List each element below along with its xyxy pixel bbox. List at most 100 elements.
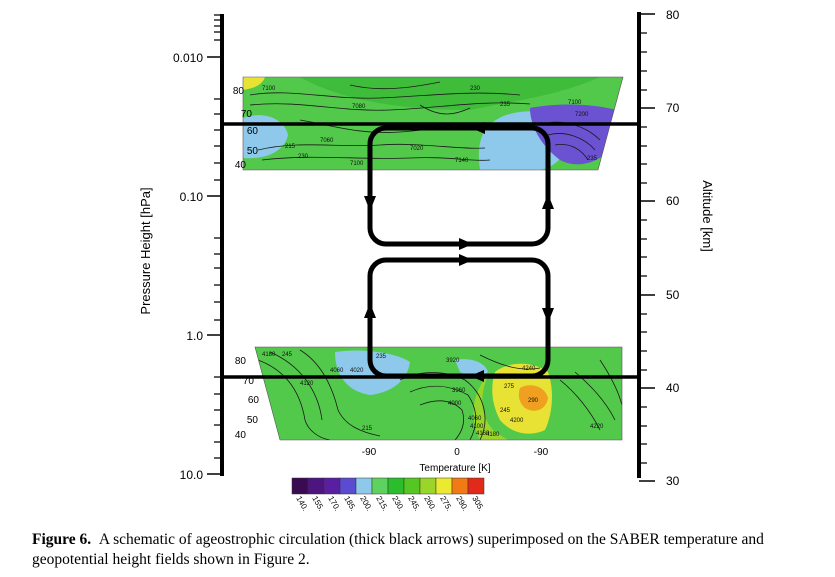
svg-text:4020: 4020 (350, 368, 364, 374)
svg-text:4180: 4180 (262, 352, 276, 358)
upper-panel-border (242, 76, 624, 171)
right-tick-60: 60 (666, 194, 680, 208)
svg-text:7140: 7140 (455, 158, 469, 164)
upper-lat-50: 50 (247, 146, 259, 157)
circulation-arrowheads (364, 122, 554, 382)
lower-contours (257, 349, 622, 440)
colorbar-swatch (291, 477, 309, 495)
colorbar-tick-label: 215. (374, 495, 390, 513)
left-tick-0.10: 0.10 (180, 190, 204, 204)
lower-lon-center: 0 (454, 447, 460, 458)
colorbar-tick-label: 245. (406, 495, 422, 513)
arrowhead-lower-right-down (542, 308, 554, 323)
svg-text:230: 230 (298, 154, 309, 160)
svg-text:7080: 7080 (352, 104, 366, 110)
colorbar-swatch (419, 477, 437, 495)
lower-field-green (255, 347, 622, 440)
colorbar-swatch (387, 477, 405, 495)
colorbar-tick-label: 185. (342, 495, 358, 513)
svg-text:245: 245 (282, 352, 293, 358)
arrowhead-lower-left-up (364, 303, 376, 318)
lower-lon-left: -90 (362, 447, 377, 458)
svg-text:215: 215 (362, 426, 373, 432)
upper-lat-ticks: 80 70 60 50 40 (233, 86, 259, 171)
left-tick-1.0: 1.0 (186, 329, 203, 343)
svg-text:235: 235 (587, 156, 598, 162)
upper-field-green-dark (300, 77, 600, 110)
lower-lat-60: 60 (248, 395, 260, 406)
svg-text:7060: 7060 (320, 138, 334, 144)
left-pressure-axis: 0.010 0.10 1.0 10.0 Pressure Height [hPa… (138, 14, 224, 482)
svg-text:3920: 3920 (446, 358, 460, 364)
left-axis-minor-ticks (214, 14, 222, 459)
upper-field-purple (530, 104, 623, 165)
right-altitude-axis: 80 70 60 50 40 30 Altitude [km] (637, 8, 715, 488)
lower-panel-border (254, 346, 623, 441)
lower-lat-40: 40 (235, 430, 247, 441)
svg-text:245: 245 (500, 408, 511, 414)
svg-text:4060: 4060 (330, 368, 344, 374)
colorbar-swatch (355, 477, 373, 495)
arrowhead-lower-top-right (459, 254, 473, 266)
svg-text:7100: 7100 (350, 161, 364, 167)
right-tick-30: 30 (666, 474, 680, 488)
lower-lat-80: 80 (235, 356, 247, 367)
colorbar-tick-label: 230. (390, 495, 406, 513)
right-tick-40: 40 (666, 381, 680, 395)
colorbar-swatch (323, 477, 341, 495)
lower-lat-50: 50 (247, 415, 259, 426)
lower-field-light-blue (335, 350, 410, 395)
colorbar-swatch (435, 477, 453, 495)
arrowhead-upper-left-down (364, 196, 376, 211)
svg-text:7200: 7200 (575, 112, 589, 118)
right-axis-minor-ticks (639, 32, 647, 464)
figure-caption: Figure 6. A schematic of ageostrophic ci… (32, 530, 832, 570)
colorbar-tick-label: 140. (294, 495, 310, 513)
svg-text:230: 230 (470, 86, 481, 92)
svg-text:4240: 4240 (522, 366, 536, 372)
right-axis-label: Altitude [km] (700, 180, 715, 252)
left-axis-label: Pressure Height [hPa] (138, 187, 153, 314)
lower-lon-ticks: -90 0 -90 (362, 447, 549, 458)
upper-field-light-blue-left (243, 115, 288, 159)
svg-text:7020: 7020 (410, 146, 424, 152)
caption-label: Figure 6. (32, 531, 92, 548)
upper-contour-labels: 7100 7080 7060 7020 7100 7140 7100 7200 … (262, 86, 598, 167)
svg-text:4060: 4060 (468, 416, 482, 422)
caption-text: A schematic of ageostrophic circulation … (32, 531, 764, 568)
colorbar-swatch (371, 477, 389, 495)
colorbar-tick-label: 155. (310, 495, 326, 513)
colorbar-tick-label: 290. (454, 495, 470, 513)
svg-text:4000: 4000 (448, 401, 462, 407)
svg-text:7100: 7100 (568, 100, 582, 106)
svg-text:4180: 4180 (486, 432, 500, 438)
left-tick-0.010: 0.010 (173, 51, 203, 65)
svg-text:215: 215 (285, 144, 296, 150)
svg-text:7100: 7100 (262, 86, 276, 92)
arrowhead-upper-top-left (471, 122, 485, 134)
svg-text:275: 275 (504, 384, 515, 390)
svg-text:290: 290 (528, 398, 539, 404)
right-tick-80: 80 (666, 8, 680, 22)
svg-text:235: 235 (376, 354, 387, 360)
svg-text:4200: 4200 (510, 418, 524, 424)
lower-field-yellowgreen (473, 372, 508, 440)
lower-x-label: Temperature [K] (419, 463, 490, 474)
lower-lon-right: -90 (534, 447, 549, 458)
svg-text:4160: 4160 (476, 431, 490, 437)
right-tick-70: 70 (666, 101, 680, 115)
upper-lat-70: 70 (241, 109, 253, 120)
left-tick-10.0: 10.0 (180, 468, 204, 482)
colorbar-tick-label: 170. (326, 495, 342, 513)
upper-field-yellow (243, 77, 265, 90)
colorbar-swatch (403, 477, 421, 495)
lower-lat-ticks: 80 70 60 50 40 (235, 356, 260, 441)
arrowhead-lower-bottom-left (470, 370, 484, 382)
svg-text:4220: 4220 (590, 424, 604, 430)
colorbar-swatch (339, 477, 357, 495)
upper-lat-80: 80 (233, 86, 245, 97)
figure-6-schematic: 7100 7080 7060 7020 7100 7140 7100 7200 … (138, 8, 715, 513)
arrowhead-upper-bottom-right (459, 238, 473, 250)
colorbar-swatch (451, 477, 469, 495)
